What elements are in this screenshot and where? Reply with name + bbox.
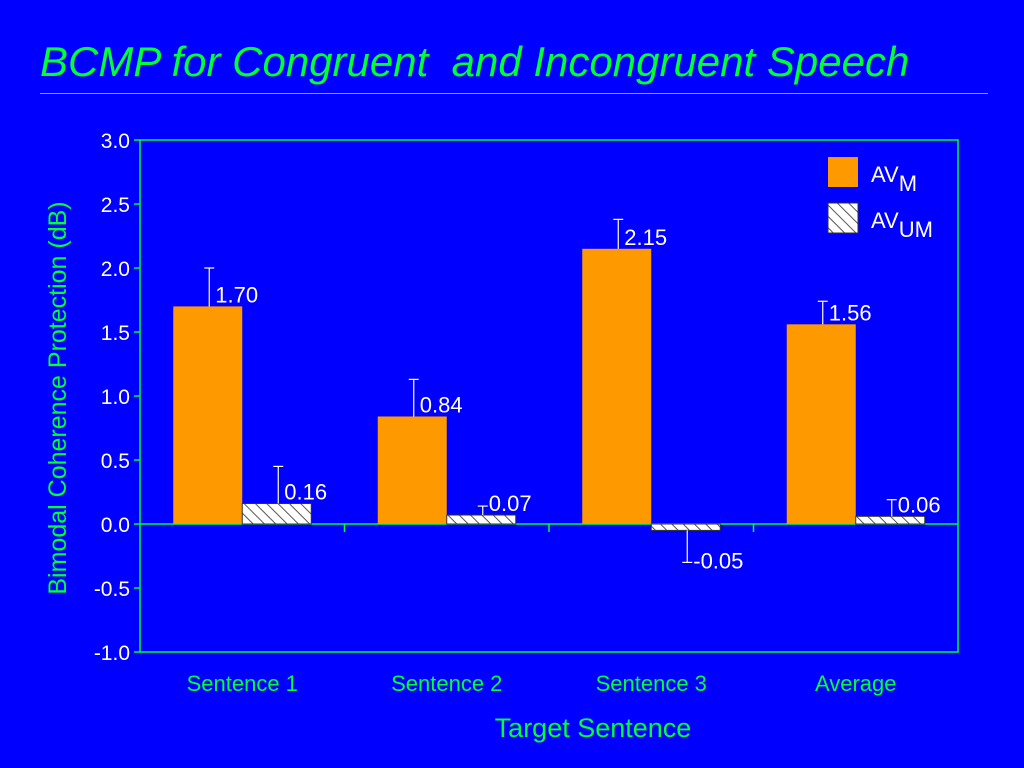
x-tick-label: Sentence 1 — [187, 671, 298, 696]
x-tick-label: Average — [815, 671, 897, 696]
data-label: -0.05 — [693, 548, 743, 573]
bar-av-um — [855, 515, 926, 525]
x-tick-label: Sentence 2 — [391, 671, 502, 696]
y-tick-label: -0.5 — [94, 578, 130, 601]
y-tick-label: -1.0 — [94, 642, 130, 665]
legend-label-subscript: UM — [899, 217, 933, 242]
y-tick-label: 2.0 — [101, 258, 130, 281]
bar-av-um — [241, 503, 312, 525]
legend-label-av-m: AVM — [871, 162, 917, 196]
y-tick-label: 1.0 — [101, 386, 130, 409]
slide-title: BCMP for Congruent and Incongruent Speec… — [40, 38, 910, 85]
title-divider — [40, 93, 988, 94]
legend-label-subscript: M — [899, 171, 917, 196]
bar-av-um — [446, 514, 517, 525]
y-axis-label: Bimodal Coherence Protection (dB) — [44, 201, 72, 594]
legend-swatch-av-um — [827, 202, 859, 234]
bar-av-m — [786, 324, 856, 524]
data-label: 0.06 — [898, 492, 941, 517]
y-tick-label: 2.5 — [101, 194, 130, 217]
y-tick-label: 3.0 — [101, 130, 130, 153]
y-tick-label: 0.0 — [101, 514, 130, 537]
legend-label-av-um: AVUM — [871, 208, 933, 242]
y-tick-label: 1.5 — [101, 322, 130, 345]
bar-av-m — [377, 416, 447, 524]
data-label: 1.70 — [215, 282, 258, 307]
x-axis-label: Target Sentence — [495, 713, 692, 743]
data-label: 0.84 — [420, 392, 463, 417]
bar-av-um — [650, 523, 721, 531]
data-label: 0.16 — [284, 480, 327, 505]
data-label: 0.07 — [489, 491, 532, 516]
x-tick-label: Sentence 3 — [596, 671, 707, 696]
data-label: 2.15 — [624, 225, 667, 250]
bar-av-m — [173, 306, 243, 524]
data-label: 1.56 — [829, 300, 872, 325]
bar-av-m — [582, 248, 652, 525]
legend-swatch-av-m — [828, 157, 858, 187]
y-tick-label: 0.5 — [101, 450, 130, 473]
